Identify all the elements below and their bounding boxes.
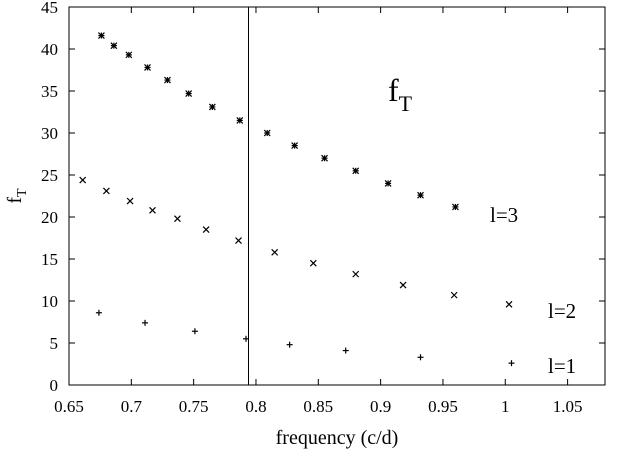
y-tick-labels: 0 5 10 15 20 25 30 35 40 45 <box>41 0 58 395</box>
data-point <box>235 237 242 244</box>
series-2 <box>79 176 513 308</box>
x-tick-label: 0.85 <box>303 397 333 416</box>
data-point <box>321 154 328 162</box>
data-point <box>342 347 349 354</box>
x-tick-label: 0.7 <box>121 397 143 416</box>
series-label-l2: l=2 <box>548 299 576 323</box>
x-tick-label: 0.95 <box>428 397 458 416</box>
data-point <box>243 335 250 342</box>
y-axis-title: fT <box>4 188 30 204</box>
data-point <box>110 42 118 50</box>
x-axis-title: frequency (c/d) <box>276 427 399 449</box>
y-tick-label: 40 <box>41 40 58 59</box>
x-tick-label: 0.75 <box>179 397 209 416</box>
y-tick-label: 35 <box>41 82 58 101</box>
data-point <box>450 291 458 299</box>
x-tick-label: 1.05 <box>553 397 583 416</box>
data-point <box>399 281 407 289</box>
y-tick-label: 25 <box>41 166 58 185</box>
data-point <box>185 90 193 97</box>
data-point <box>286 341 293 348</box>
data-point <box>149 206 156 214</box>
y-tick-label: 15 <box>41 250 58 269</box>
data-point <box>125 51 133 59</box>
x-tick-label: 0.65 <box>54 397 84 416</box>
data-point <box>164 76 171 84</box>
data-point <box>144 64 151 71</box>
x-tick-labels: 0.65 0.7 0.75 0.8 0.85 0.9 0.95 1 1.05 <box>54 397 582 416</box>
data-point <box>384 179 392 187</box>
data-point <box>202 226 210 234</box>
data-point <box>208 103 216 111</box>
data-point <box>174 215 181 223</box>
data-point <box>451 203 459 211</box>
x-tick-label: 0.8 <box>245 397 266 416</box>
data-point <box>417 354 424 361</box>
chart-annotation-ft: fT <box>388 72 413 116</box>
data-point <box>309 259 317 267</box>
y-tick-label: 5 <box>50 334 59 353</box>
data-point <box>508 360 515 367</box>
y-tick-label: 20 <box>41 208 58 227</box>
data-point <box>102 187 110 195</box>
x-tick-label: 1 <box>501 397 510 416</box>
data-point <box>505 300 513 308</box>
data-point <box>236 116 244 124</box>
data-point <box>95 309 102 316</box>
y-tick-label: 10 <box>41 292 58 311</box>
y-tick-label: 0 <box>50 376 59 395</box>
data-point <box>352 167 360 175</box>
data-point <box>417 191 424 199</box>
data-point <box>191 328 198 335</box>
data-point <box>126 197 134 205</box>
series-3 <box>95 309 515 367</box>
plot-frame <box>68 6 606 386</box>
series-1 <box>97 32 459 211</box>
x-tick-label: 0.9 <box>370 397 391 416</box>
data-point <box>291 142 299 150</box>
y-tick-label: 30 <box>41 124 58 143</box>
ticks <box>68 6 605 386</box>
data-point <box>271 248 279 256</box>
data-point <box>352 270 360 278</box>
series-label-l3: l=3 <box>490 203 518 227</box>
data-point <box>97 32 105 39</box>
series-label-l1: l=1 <box>548 354 576 378</box>
y-tick-label: 45 <box>41 0 58 17</box>
data-points <box>79 32 515 367</box>
data-point <box>79 176 87 184</box>
data-point <box>263 129 271 137</box>
data-point <box>142 319 149 326</box>
